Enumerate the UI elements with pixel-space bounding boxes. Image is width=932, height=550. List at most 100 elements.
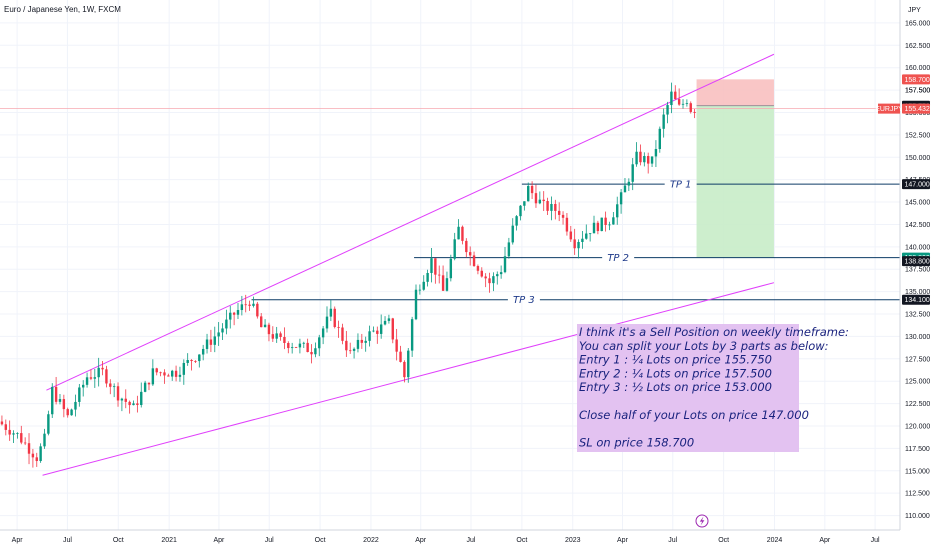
level-label: TP 3 xyxy=(513,295,535,306)
candle-body xyxy=(89,377,93,379)
candle-body xyxy=(101,367,104,370)
y-tick-label: 137.500 xyxy=(905,267,930,274)
x-tick-label: Jul xyxy=(467,537,476,544)
time-axis[interactable]: Apr Jul Oct 2021 Apr Jul Oct 2022 Apr Jul Oct 2023 A… xyxy=(0,529,932,550)
candle-body xyxy=(116,386,120,401)
candle-body xyxy=(573,239,576,249)
candle-body xyxy=(62,399,66,410)
y-tick-label: 135.000 xyxy=(905,289,930,296)
candle-body xyxy=(399,351,402,362)
y-tick-label: 162.500 xyxy=(905,43,930,50)
y-tick-label: 130.000 xyxy=(905,334,930,341)
candle-body xyxy=(329,308,333,317)
candle-body xyxy=(352,348,356,351)
candle-body xyxy=(368,331,371,341)
candle-body xyxy=(325,316,329,329)
note-line: Entry 1 : ¼ Lots on price 155.750 xyxy=(579,353,772,367)
candle-body xyxy=(294,347,298,349)
candle-body xyxy=(445,278,449,291)
candle-body xyxy=(260,316,263,328)
candle-body xyxy=(457,226,460,240)
candle-body xyxy=(20,433,23,443)
lightning-icon[interactable] xyxy=(695,514,709,528)
candle-body xyxy=(561,214,565,218)
y-tick-label: 140.000 xyxy=(905,244,930,251)
candle-body xyxy=(283,336,286,343)
candle-body xyxy=(0,421,4,425)
candle-body xyxy=(151,368,155,385)
x-tick-label: Apr xyxy=(819,537,831,544)
candle-body xyxy=(519,205,522,217)
x-tick-label: Oct xyxy=(516,537,527,544)
candle-body xyxy=(240,304,244,311)
candle-body xyxy=(387,318,391,321)
candle-body xyxy=(39,446,42,462)
candle-body xyxy=(472,255,476,267)
candle-body xyxy=(619,192,623,205)
candle-body xyxy=(666,105,669,115)
candle-body xyxy=(229,312,232,320)
candle-body xyxy=(12,433,15,435)
x-tick-label: Apr xyxy=(213,537,225,544)
candle-body xyxy=(681,103,685,105)
x-tick-label: 2021 xyxy=(161,537,177,544)
candle-body xyxy=(333,308,336,327)
candle-body xyxy=(449,258,453,279)
y-tick-label: 112.500 xyxy=(905,491,930,498)
candle-body xyxy=(612,217,615,225)
y-tick-label: 120.000 xyxy=(905,423,930,430)
candle-body xyxy=(271,334,275,339)
candle-body xyxy=(112,386,116,388)
candle-body xyxy=(167,375,170,377)
candle-body xyxy=(581,238,584,242)
candle-body xyxy=(492,276,495,284)
candle-body xyxy=(198,354,201,362)
x-tick-label: Jul xyxy=(63,537,72,544)
candle-body xyxy=(364,340,367,343)
candle-body xyxy=(236,310,240,315)
candle-body xyxy=(225,319,228,329)
candle-body xyxy=(27,443,31,454)
price-label-text: 158.700 xyxy=(905,77,930,84)
x-tick-label: Oct xyxy=(113,537,124,544)
candle-body xyxy=(693,111,696,113)
candle-body xyxy=(82,384,85,388)
y-tick-label: 160.000 xyxy=(905,65,930,72)
candle-body xyxy=(244,304,247,306)
note-line: I think it's a Sell Position on weekly t… xyxy=(579,325,849,339)
candle-body xyxy=(685,103,689,105)
level-label: TP 2 xyxy=(607,253,629,264)
candle-body xyxy=(43,433,46,447)
candle-body xyxy=(585,233,588,239)
candle-body xyxy=(422,281,425,290)
price-label-text: 147.000 xyxy=(905,182,930,189)
candle-body xyxy=(658,128,661,150)
price-label-box xyxy=(902,256,930,267)
candle-body xyxy=(47,414,50,434)
y-tick-label: 122.500 xyxy=(905,401,930,408)
candle-body xyxy=(438,274,441,276)
candle-body xyxy=(279,333,282,337)
candle-body xyxy=(565,217,569,232)
candle-body xyxy=(321,328,325,338)
candle-body xyxy=(488,278,491,284)
candle-body xyxy=(604,217,607,225)
candle-body xyxy=(643,156,646,163)
candle-body xyxy=(217,332,220,337)
candle-body xyxy=(263,324,267,328)
candle-body xyxy=(314,348,317,355)
candle-body xyxy=(205,339,209,349)
target-levels: TP 1 TP 2 TP 3 xyxy=(251,180,900,306)
candle-body xyxy=(140,391,143,405)
candle-body xyxy=(391,318,394,340)
candlestick-series xyxy=(0,82,696,468)
candle-body xyxy=(662,114,665,129)
candle-body xyxy=(275,333,278,339)
candle-body xyxy=(256,303,259,317)
candle-body xyxy=(302,342,305,344)
y-tick-label: 142.500 xyxy=(905,222,930,229)
y-tick-label: 125.000 xyxy=(905,379,930,386)
candle-body xyxy=(35,457,38,462)
candle-body xyxy=(190,360,193,362)
